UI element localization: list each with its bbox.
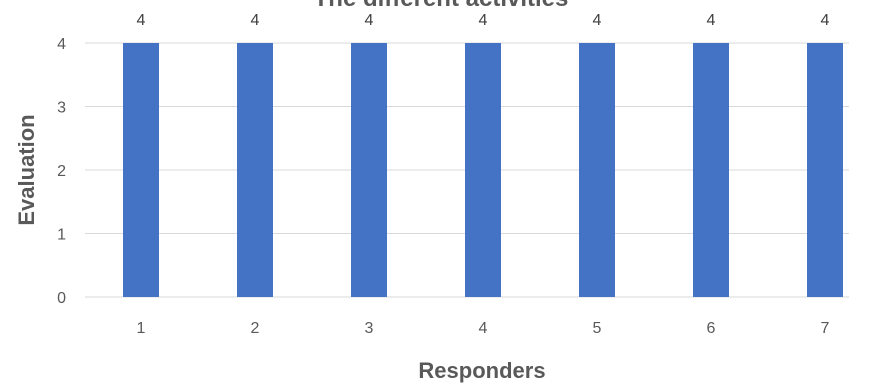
y-tick-label: 3 <box>57 100 66 117</box>
data-label: 4 <box>365 12 374 29</box>
chart-title: The different activities <box>314 0 569 12</box>
x-tick-label: 2 <box>251 320 260 337</box>
x-tick-label: 3 <box>365 320 374 337</box>
y-tick-label: 2 <box>57 163 66 180</box>
x-tick-label: 6 <box>707 320 716 337</box>
bar-4 <box>465 43 501 297</box>
bar-6 <box>693 43 729 297</box>
data-label: 4 <box>479 12 488 29</box>
x-axis-title: Responders <box>418 358 545 383</box>
x-tick-label: 4 <box>479 320 488 337</box>
y-axis-tick-labels: 0 1 2 3 4 <box>57 36 66 307</box>
data-label: 4 <box>137 12 146 29</box>
bar-5 <box>579 43 615 297</box>
x-axis-tick-labels: 1 2 3 4 5 6 7 <box>137 320 830 337</box>
data-label: 4 <box>593 12 602 29</box>
bar-1 <box>123 43 159 297</box>
bar-2 <box>237 43 273 297</box>
x-tick-label: 7 <box>821 320 830 337</box>
y-tick-label: 4 <box>57 36 66 53</box>
bars <box>123 43 843 297</box>
data-label: 4 <box>707 12 716 29</box>
y-axis-title: Evaluation <box>14 114 39 225</box>
y-tick-label: 1 <box>57 227 66 244</box>
x-tick-label: 1 <box>137 320 146 337</box>
y-tick-label: 0 <box>57 290 66 307</box>
bar-3 <box>351 43 387 297</box>
data-label: 4 <box>251 12 260 29</box>
data-labels: 4 4 4 4 4 4 4 <box>137 12 830 29</box>
data-label: 4 <box>821 12 830 29</box>
bar-7 <box>807 43 843 297</box>
x-tick-label: 5 <box>593 320 602 337</box>
